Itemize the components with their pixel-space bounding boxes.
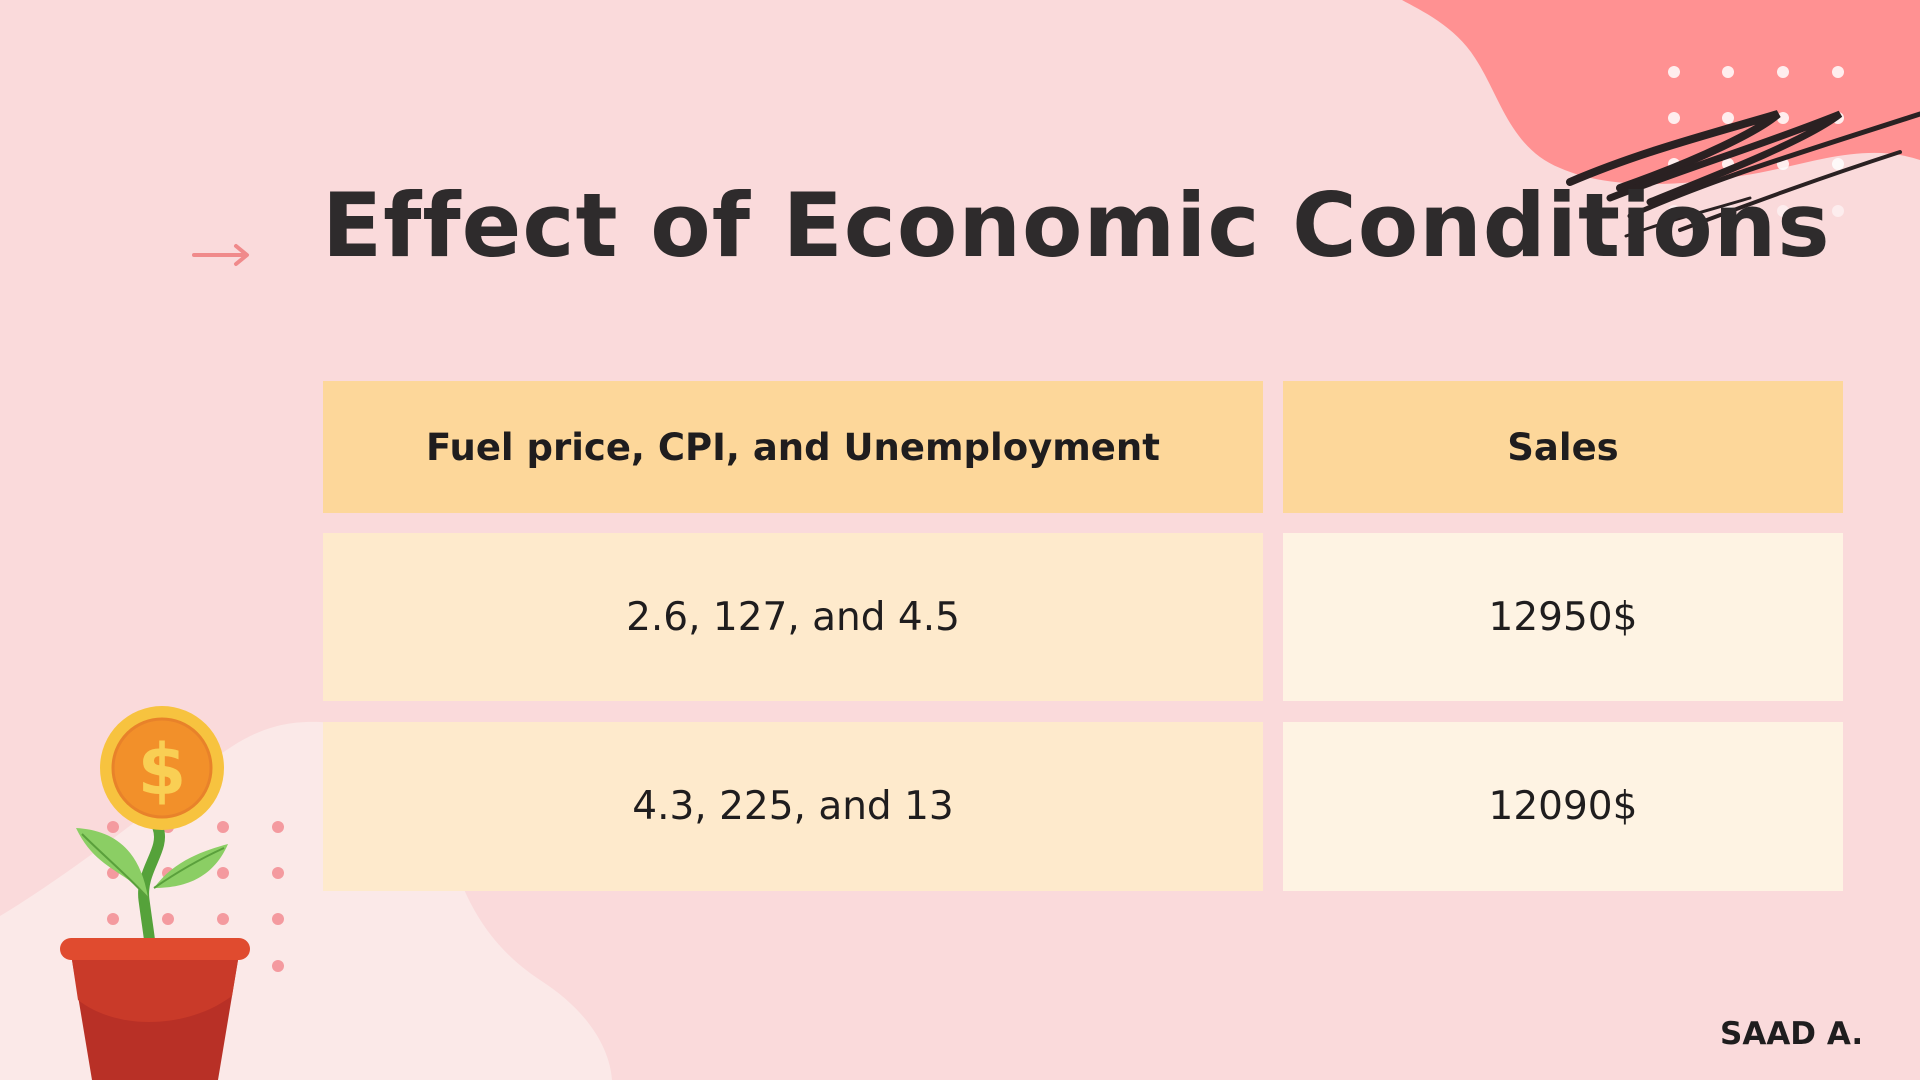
table-cell: 12950$ [1283, 533, 1843, 701]
table-header-sales: Sales [1283, 381, 1843, 513]
slide-title: Effect of Economic Conditions [322, 174, 1831, 277]
table-cell: 12090$ [1283, 722, 1843, 891]
arrow-right-icon [192, 244, 249, 266]
money-plant-icon: $ [60, 706, 250, 1080]
top-right-blob [1402, 0, 1920, 185]
svg-text:$: $ [138, 729, 187, 811]
table-cell: 2.6, 127, and 4.5 [323, 533, 1263, 701]
scribble-decoration [1566, 110, 1920, 238]
table-header-conditions: Fuel price, CPI, and Unemployment [323, 381, 1263, 513]
table-cell: 4.3, 225, and 13 [323, 722, 1263, 891]
author-name: SAAD A. [1720, 1016, 1864, 1052]
bottom-left-dots [107, 821, 284, 972]
